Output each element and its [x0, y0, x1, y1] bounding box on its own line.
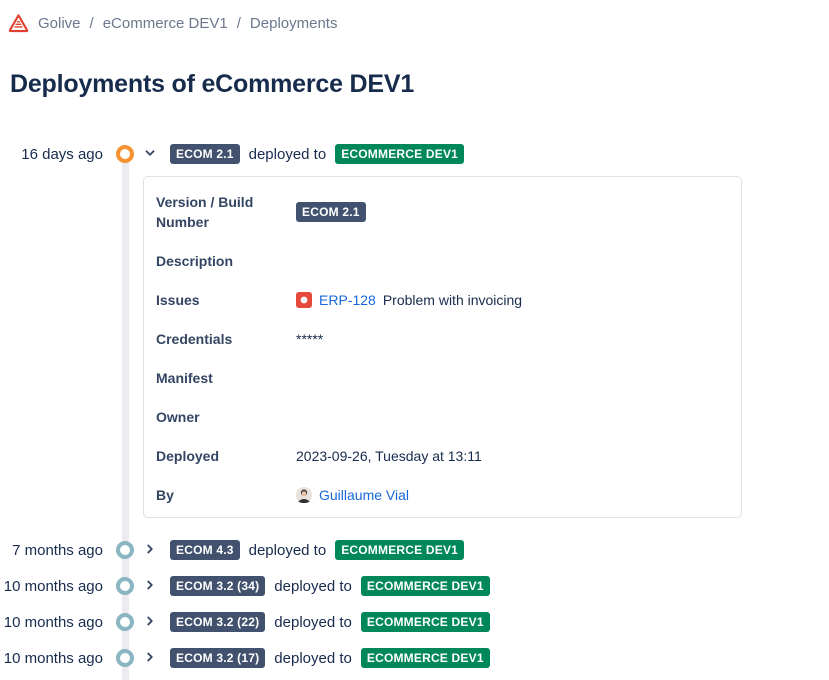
- breadcrumb-item-application[interactable]: eCommerce DEV1: [102, 14, 228, 32]
- field-label: Deployed: [156, 448, 220, 464]
- field-label: Credentials: [156, 331, 233, 347]
- timeline-marker: [116, 649, 134, 667]
- deployed-to-text: deployed to: [248, 541, 327, 559]
- timeline-marker: [116, 613, 134, 631]
- breadcrumb: Golive / eCommerce DEV1 / Deployments: [0, 0, 829, 33]
- timeline-marker: [116, 577, 134, 595]
- issue-summary: Problem with invoicing: [382, 292, 523, 308]
- version-badge[interactable]: ECOM 3.2 (22): [170, 612, 266, 632]
- field-by: By Guillaume Vial: [156, 485, 729, 505]
- timeline-marker: [116, 145, 134, 163]
- deployment-time: 16 days ago: [21, 145, 103, 163]
- deployment-time: 10 months ago: [3, 649, 103, 667]
- field-deployed: Deployed 2023-09-26, Tuesday at 13:11: [156, 446, 729, 466]
- expand-toggle-button[interactable]: [137, 537, 163, 563]
- expand-toggle-button[interactable]: [137, 645, 163, 671]
- version-badge[interactable]: ECOM 4.3: [170, 540, 240, 560]
- collapsed-deployments: 7 months ago ECOM 4.3 deployed to ECOMME…: [0, 532, 829, 676]
- breadcrumb-item-golive[interactable]: Golive: [38, 14, 81, 32]
- deployed-to-text: deployed to: [274, 613, 352, 631]
- version-badge: ECOM 2.1: [296, 202, 366, 222]
- chevron-right-icon: [143, 578, 157, 595]
- field-label: Owner: [156, 409, 200, 425]
- deployed-to-text: deployed to: [274, 577, 352, 595]
- chevron-right-icon: [143, 614, 157, 631]
- timeline-marker: [116, 541, 134, 559]
- deployments-timeline: 16 days ago ECOM 2.1 deployed to ECOMMER…: [0, 136, 829, 680]
- golive-logo-icon: [8, 13, 29, 33]
- version-badge[interactable]: ECOM 2.1: [170, 144, 240, 164]
- field-description: Description: [156, 251, 729, 271]
- version-badge[interactable]: ECOM 3.2 (17): [170, 648, 266, 668]
- deployment-row: 7 months ago ECOM 4.3 deployed to ECOMME…: [0, 532, 829, 568]
- field-credentials: Credentials *****: [156, 329, 729, 349]
- breadcrumb-separator: /: [236, 14, 241, 32]
- field-version: Version / Build Number ECOM 2.1: [156, 192, 729, 232]
- environment-badge[interactable]: ECOMMERCE DEV1: [335, 144, 465, 164]
- field-value: 2023-09-26, Tuesday at 13:11: [296, 448, 482, 464]
- field-manifest: Manifest: [156, 368, 729, 388]
- environment-badge[interactable]: ECOMMERCE DEV1: [360, 576, 490, 596]
- expand-toggle-button[interactable]: [137, 609, 163, 635]
- field-label: Version / Build Number: [156, 194, 254, 230]
- environment-badge[interactable]: ECOMMERCE DEV1: [360, 648, 490, 668]
- chevron-down-icon: [143, 146, 157, 163]
- field-value: *****: [296, 331, 324, 347]
- field-label: By: [156, 487, 174, 503]
- environment-badge[interactable]: ECOMMERCE DEV1: [335, 540, 465, 560]
- chevron-right-icon: [143, 542, 157, 559]
- deployment-row: 10 months ago ECOM 3.2 (22) deployed to …: [0, 604, 829, 640]
- bug-icon: [296, 292, 312, 308]
- environment-badge[interactable]: ECOMMERCE DEV1: [360, 612, 490, 632]
- user-link[interactable]: Guillaume Vial: [319, 487, 410, 503]
- deployment-time: 10 months ago: [3, 613, 103, 631]
- deployed-to-text: deployed to: [248, 145, 327, 163]
- deployment-time: 10 months ago: [3, 577, 103, 595]
- field-label: Manifest: [156, 370, 213, 386]
- deployment-time: 7 months ago: [12, 541, 103, 559]
- user-avatar: [296, 487, 312, 503]
- deployment-details-panel: Version / Build Number ECOM 2.1 Descript…: [143, 176, 742, 518]
- field-label: Description: [156, 253, 234, 269]
- expand-toggle-button[interactable]: [137, 573, 163, 599]
- deployment-row: 10 months ago ECOM 3.2 (34) deployed to …: [0, 568, 829, 604]
- deployment-row: 16 days ago ECOM 2.1 deployed to ECOMMER…: [0, 136, 829, 172]
- breadcrumb-separator: /: [89, 14, 94, 32]
- chevron-right-icon: [143, 650, 157, 667]
- version-badge[interactable]: ECOM 3.2 (34): [170, 576, 266, 596]
- timeline-line: [122, 147, 129, 680]
- deployed-to-text: deployed to: [274, 649, 352, 667]
- field-label: Issues: [156, 292, 200, 308]
- issue-key-link[interactable]: ERP-128: [319, 292, 376, 308]
- field-issues: Issues ERP-128 Problem with invoicing: [156, 290, 729, 310]
- deployment-row: 10 months ago ECOM 3.2 (17) deployed to …: [0, 640, 829, 676]
- breadcrumb-item-deployments[interactable]: Deployments: [249, 14, 338, 32]
- page-title: Deployments of eCommerce DEV1: [10, 70, 415, 98]
- field-owner: Owner: [156, 407, 729, 427]
- collapse-toggle-button[interactable]: [137, 141, 163, 167]
